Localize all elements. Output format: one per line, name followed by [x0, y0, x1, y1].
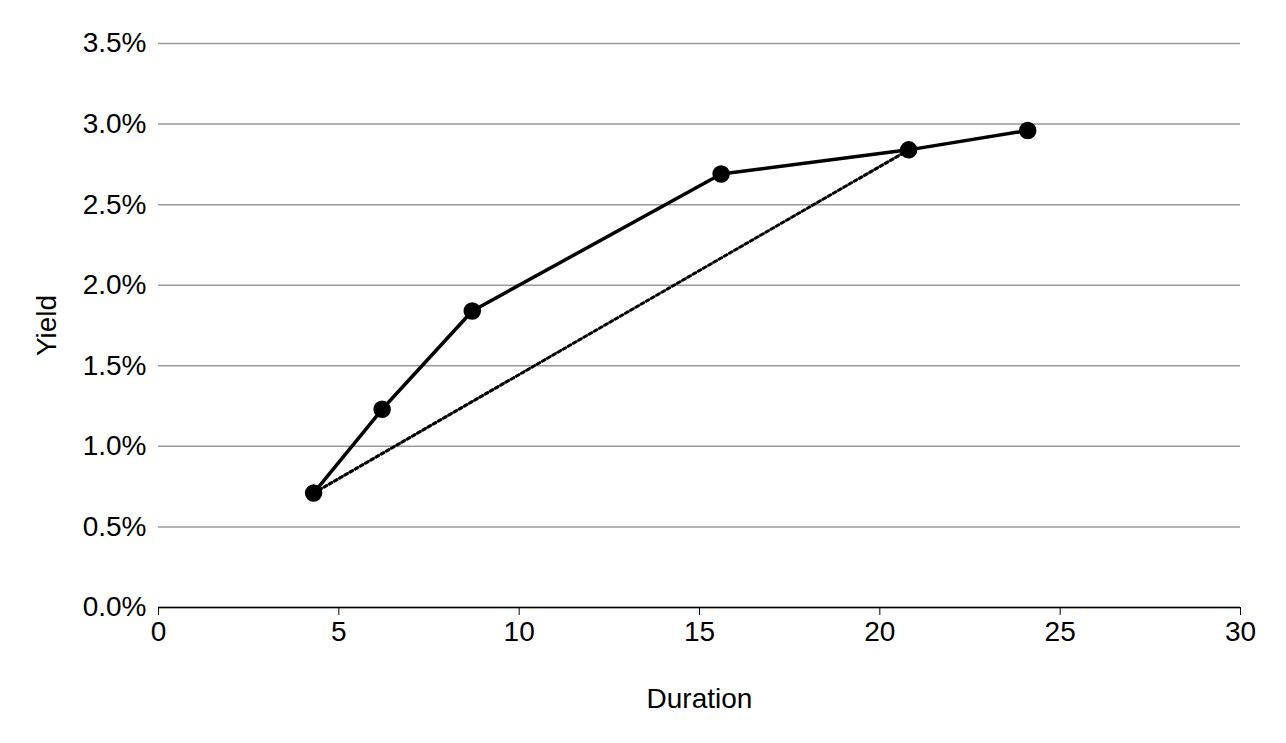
svg-text:1.5%: 1.5%: [83, 350, 147, 381]
svg-text:Duration: Duration: [647, 683, 753, 714]
svg-text:1.0%: 1.0%: [83, 430, 147, 461]
svg-text:0: 0: [151, 616, 167, 647]
svg-text:30: 30: [1225, 616, 1256, 647]
svg-text:3.5%: 3.5%: [83, 27, 147, 58]
svg-text:Yield: Yield: [31, 295, 62, 356]
svg-text:15: 15: [684, 616, 715, 647]
svg-text:0.5%: 0.5%: [83, 511, 147, 542]
svg-text:25: 25: [1045, 616, 1076, 647]
svg-text:3.0%: 3.0%: [83, 108, 147, 139]
svg-text:2.0%: 2.0%: [83, 269, 147, 300]
svg-text:0.0%: 0.0%: [83, 591, 147, 622]
svg-text:10: 10: [504, 616, 535, 647]
svg-text:20: 20: [864, 616, 895, 647]
svg-text:2.5%: 2.5%: [83, 189, 147, 220]
svg-text:5: 5: [331, 616, 347, 647]
